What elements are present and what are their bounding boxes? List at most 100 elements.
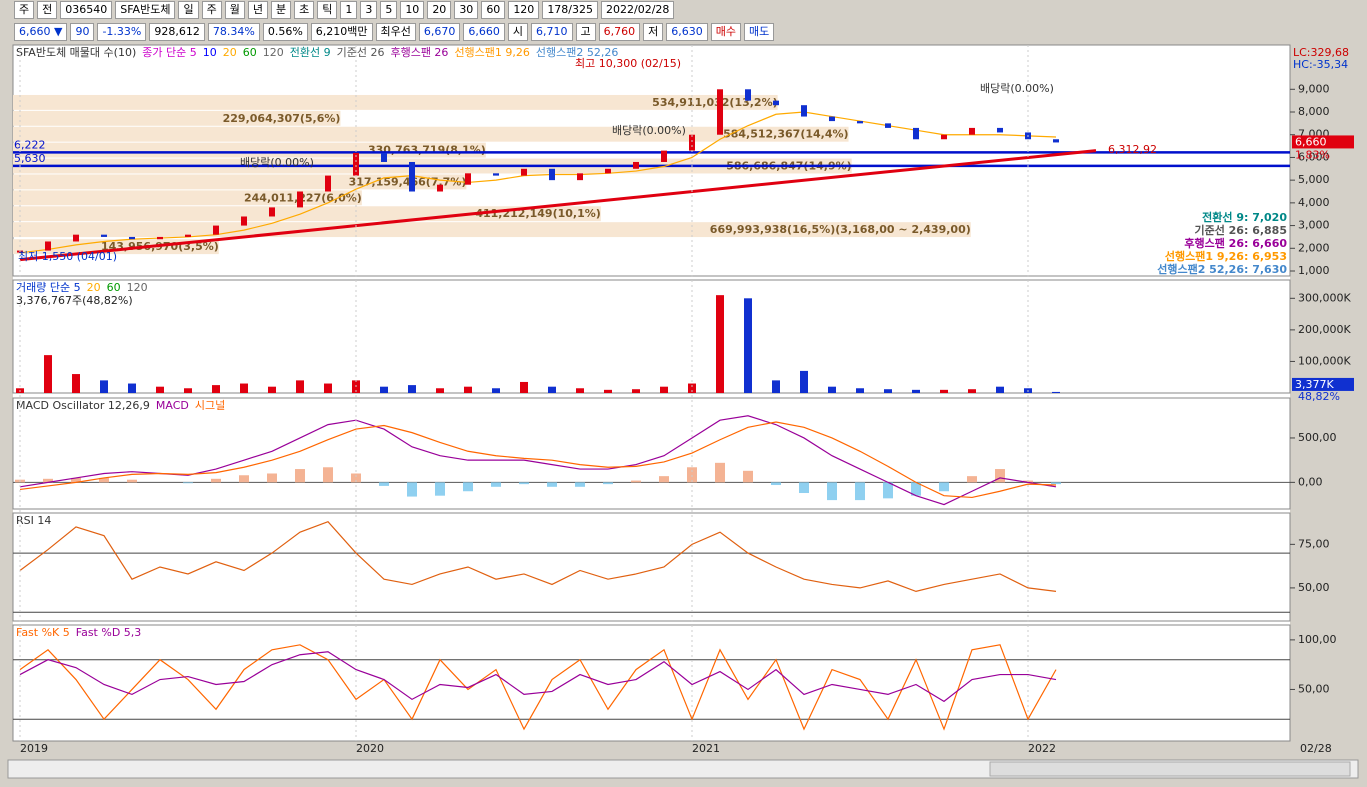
volume-profile-band	[13, 206, 601, 222]
x-tick-label: 2022	[1028, 742, 1056, 755]
oscillator-bar	[967, 476, 977, 483]
legend-item: Fast %K 5	[16, 626, 70, 639]
volume-bar	[632, 389, 640, 393]
quote-item: 저	[643, 23, 664, 41]
toolbar-item[interactable]: 년	[247, 1, 268, 19]
toolbar-item[interactable]: 초	[294, 1, 315, 19]
scale-label: LC:329,68	[1293, 46, 1349, 59]
toolbar-item[interactable]: 036540	[60, 1, 113, 19]
y-tick-label: 300,000K	[1298, 291, 1351, 304]
chart: 1,0002,0003,0004,0005,0006,0007,0008,000…	[7, 44, 1359, 779]
volume-bar	[44, 355, 52, 393]
quote-item: 시	[507, 23, 529, 41]
oscillator-bar	[995, 469, 1005, 483]
quote-item: 6,670	[418, 23, 461, 41]
volume-bar	[940, 389, 948, 393]
y-tick-label: 0,00	[1298, 475, 1323, 488]
quote-item: 78.34%	[207, 23, 260, 41]
volume-bar	[184, 388, 192, 393]
oscillator-bar	[575, 482, 585, 487]
oscillator-bar	[911, 482, 921, 496]
toolbar-item[interactable]: SFA반도체	[115, 1, 176, 19]
candle	[465, 173, 471, 185]
toolbar-item[interactable]: 분	[270, 1, 292, 19]
volume-bar	[604, 389, 612, 393]
y-tick-label: 1,000	[1298, 264, 1330, 277]
legend-item: MACD Oscillator 12,26,9	[16, 399, 150, 412]
volume-bar	[72, 374, 80, 393]
volume-bar	[212, 385, 220, 393]
candle	[717, 89, 723, 135]
toolbar-item[interactable]: 178/325	[542, 1, 599, 19]
x-tick-label: 2019	[20, 742, 48, 755]
toolbar-item[interactable]: 30	[454, 1, 479, 19]
toolbar-item[interactable]: 틱	[317, 1, 338, 19]
oscillator-bar	[211, 478, 221, 483]
volume-bar	[100, 380, 108, 393]
volume-bar	[240, 383, 248, 393]
oscillator-bar	[351, 473, 361, 483]
toolbar-item[interactable]: 주	[201, 1, 222, 19]
candle	[213, 225, 219, 235]
volume-profile-label: 411,212,149(10,1%)	[475, 207, 600, 220]
legend-item: MACD	[156, 399, 189, 412]
toolbar-item[interactable]: 60	[481, 1, 506, 19]
oscillator-bar	[407, 482, 417, 497]
volume-profile-band	[13, 190, 362, 206]
volume-bar	[884, 389, 892, 393]
annotation: 최저 1,550 (04/01)	[18, 250, 117, 263]
candle	[101, 234, 107, 237]
toolbar-item[interactable]: 10	[400, 1, 425, 19]
quote-item[interactable]: 매도	[744, 23, 775, 41]
toolbar-item[interactable]: 1	[340, 1, 358, 19]
toolbar-item[interactable]: 일	[178, 1, 199, 19]
toolbar-item[interactable]: 120	[508, 1, 540, 19]
candle	[941, 134, 947, 140]
candle	[297, 191, 303, 208]
oscillator-bar	[883, 482, 893, 499]
candle	[157, 236, 163, 240]
toolbar-item[interactable]: 2022/02/28	[601, 1, 675, 19]
y-tick-label: 100,00	[1298, 633, 1337, 646]
candle	[381, 152, 387, 162]
volume-bar	[520, 381, 528, 393]
volume-bar	[800, 370, 808, 393]
toolbar-item[interactable]: 5	[380, 1, 398, 19]
indicator-value: 후행스팬 26: 6,660	[1184, 236, 1287, 250]
volume-profile-band	[13, 142, 486, 158]
volume-profile-label: 669,993,938(16,5%)(3,168,00 ~ 2,439,00)	[710, 223, 971, 236]
volume-bar	[408, 385, 416, 393]
scale-label: HC:-35,34	[1293, 58, 1348, 71]
oscillator-bar	[127, 479, 137, 483]
toolbar-item[interactable]: 20	[427, 1, 452, 19]
toolbar-item[interactable]: 3	[360, 1, 378, 19]
panel	[12, 279, 1291, 394]
toolbar-item[interactable]: 전	[37, 1, 58, 19]
quote-item: 0.56%	[262, 23, 308, 41]
toolbar: 주 전 036540 SFA반도체 일 주 월 년 분 초 틱 1 3 5 10 20 30 60 120 178/3…	[0, 0, 675, 20]
y-tick-label: 50,00	[1298, 682, 1330, 695]
quote-item[interactable]: 매수	[710, 23, 742, 41]
toolbar-item[interactable]: 주	[14, 1, 35, 19]
volume-profile-band	[13, 239, 219, 255]
legend-item: 60	[107, 281, 121, 294]
candle	[773, 100, 779, 106]
quote-item: 6,660	[463, 23, 505, 41]
oscillator-bar	[295, 469, 305, 483]
oscillator-bar	[379, 482, 389, 486]
volume-bar	[716, 295, 724, 393]
oscillator-bar	[183, 482, 193, 484]
legend-item: 20	[87, 281, 101, 294]
y-tick-label: 50,00	[1298, 581, 1330, 594]
oscillator-bar	[71, 477, 81, 483]
oscillator-bar	[1051, 482, 1061, 485]
volume-bar	[380, 386, 388, 393]
legend-item: 거래량 단순 5	[16, 281, 81, 294]
volume-bar	[128, 383, 136, 393]
volume-ratio: 48,82%	[1298, 390, 1340, 403]
legend-item: SFA반도체 매물대 수(10)	[16, 46, 136, 59]
toolbar-item[interactable]: 월	[224, 1, 245, 19]
oscillator-bar	[659, 476, 669, 483]
candle	[857, 121, 863, 124]
scroll-thumb[interactable]	[989, 761, 1351, 777]
